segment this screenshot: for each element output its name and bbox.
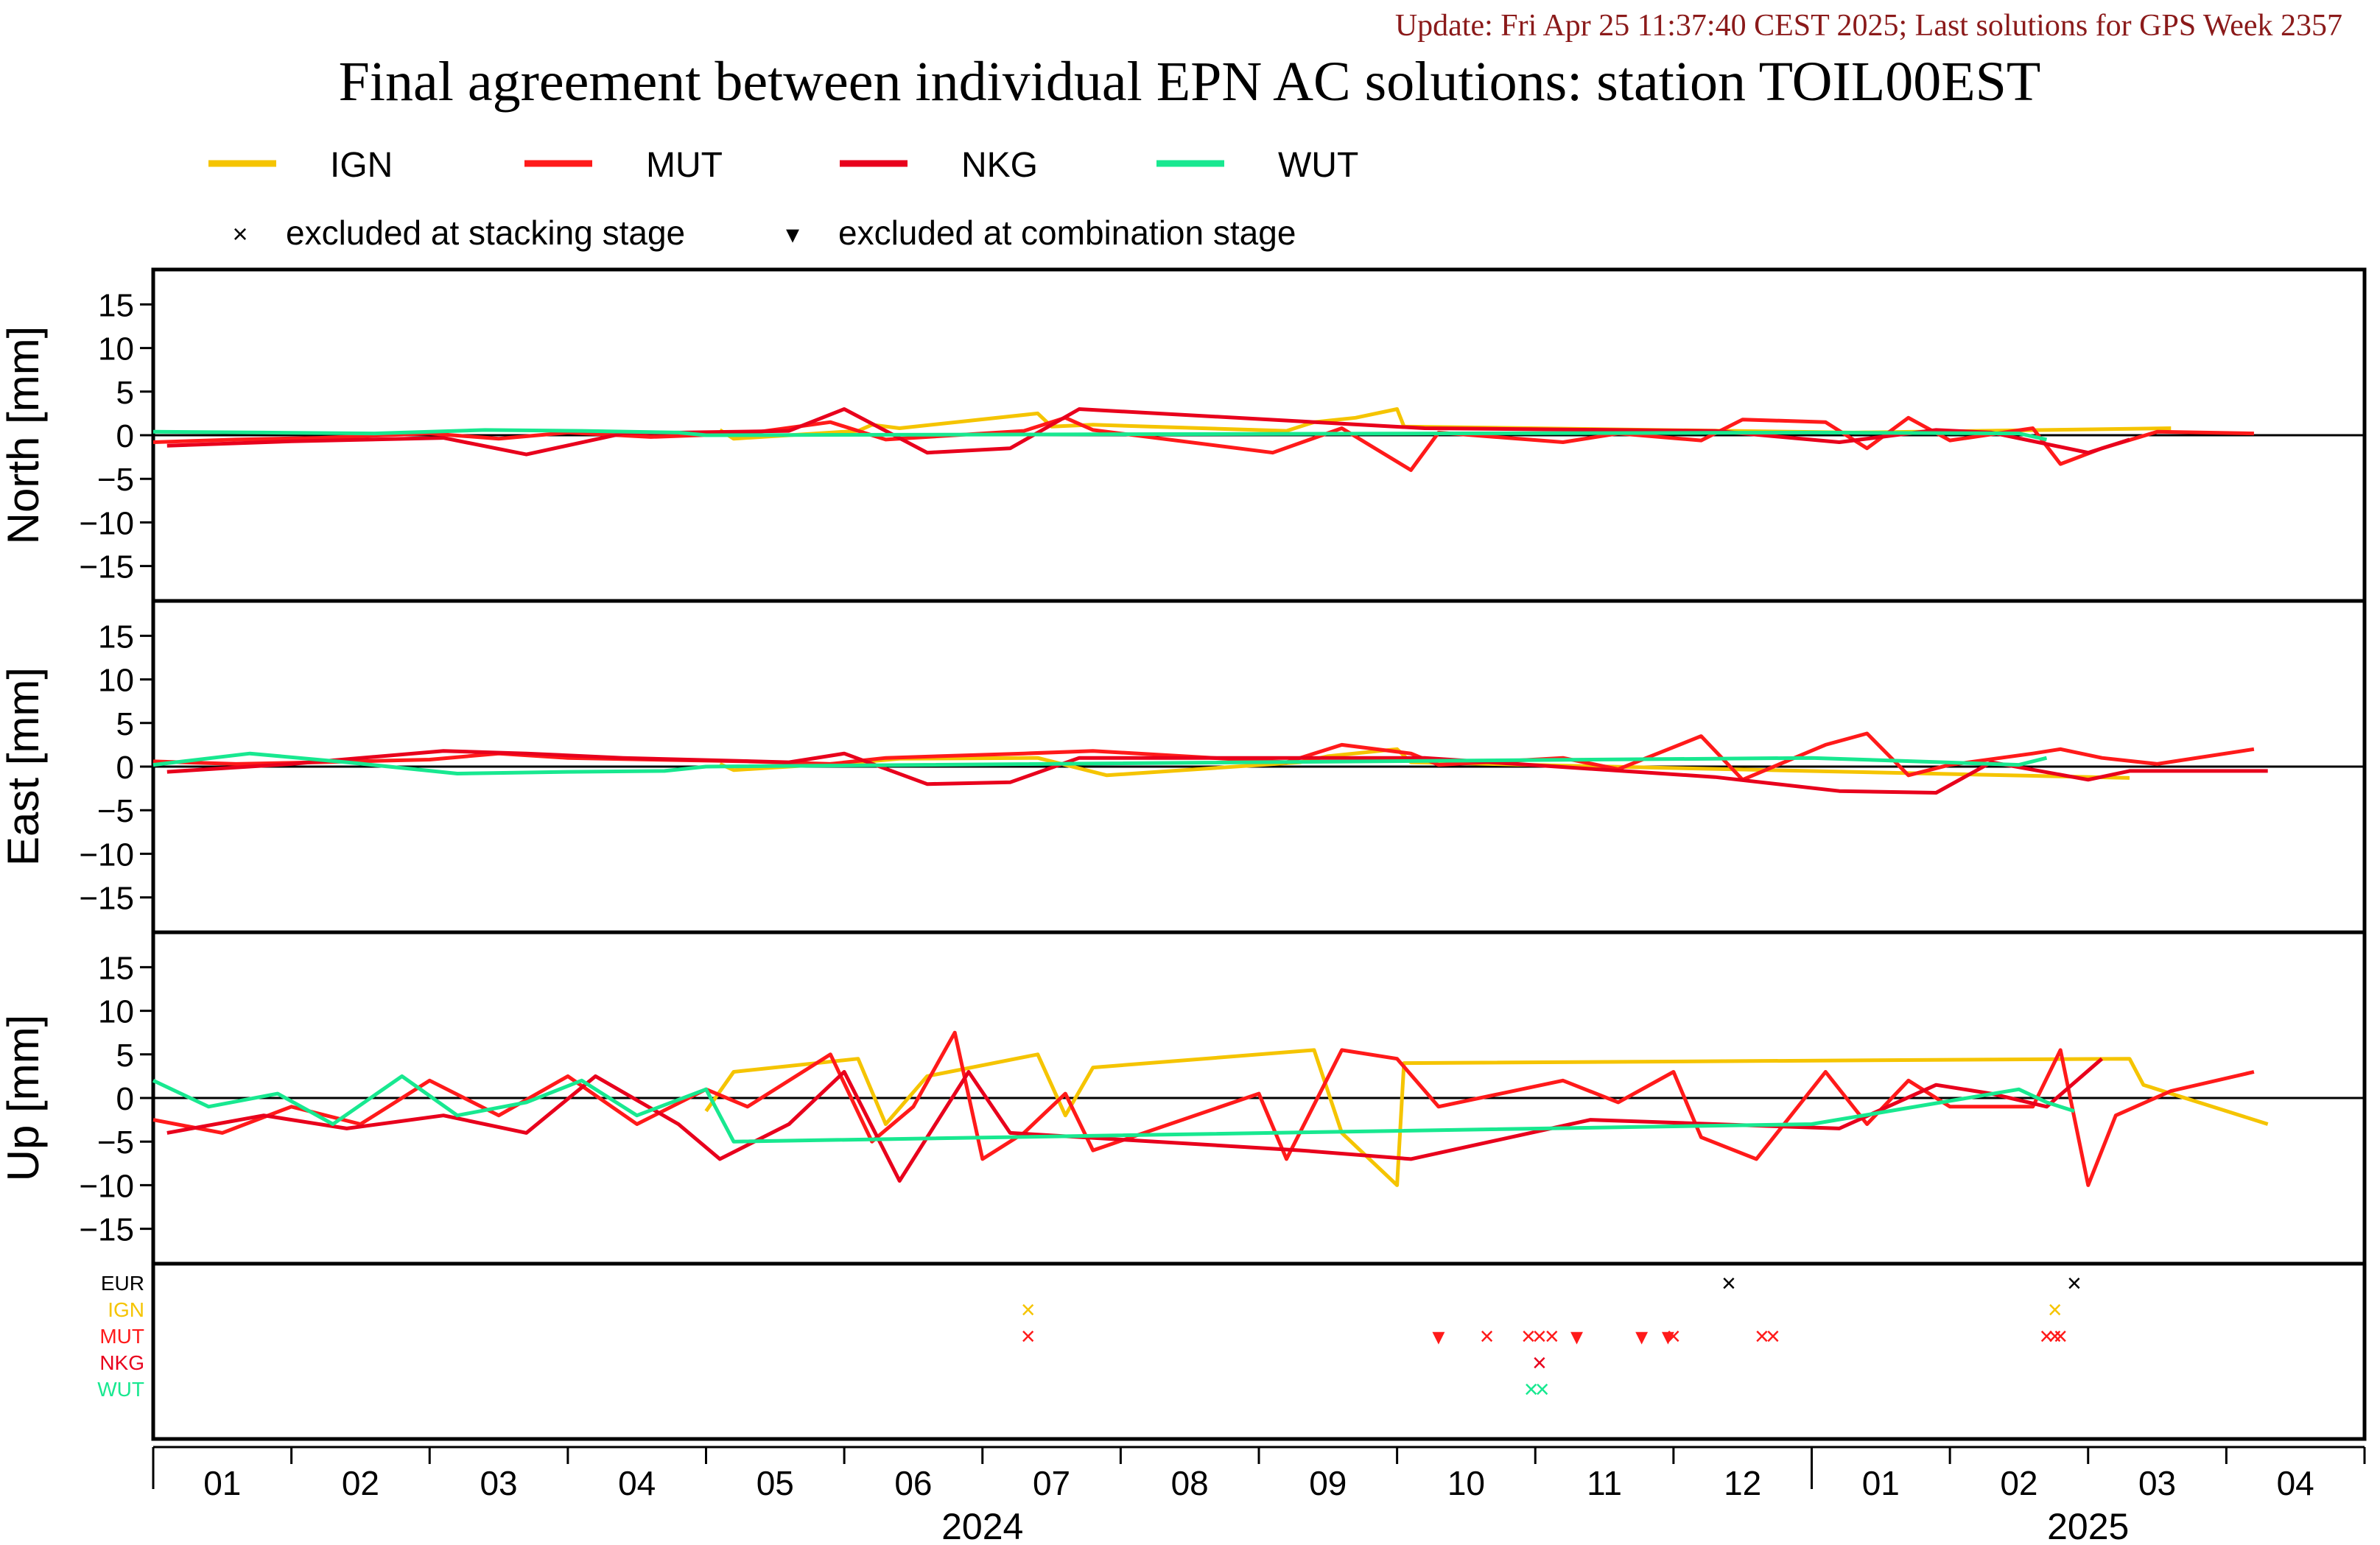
panel-2: 15 10 5 0 −5 −10 −15 East [mm] [0, 599, 2367, 935]
exclusion-mark: × [1480, 1323, 1495, 1351]
month-label: 11 [1587, 1464, 1622, 1502]
exclusion-row-label-mut: MUT [99, 1325, 144, 1348]
month-label: 01 [203, 1464, 241, 1502]
month-label: 07 [1033, 1464, 1070, 1502]
month-label: 04 [618, 1464, 656, 1502]
y-tick-label: −10 [79, 837, 134, 873]
exclusion-mark: × [2048, 1323, 2063, 1351]
legend-label-ign: IGN [330, 146, 393, 185]
y-tick-label: 15 [98, 287, 134, 323]
exclusion-mark: × [1545, 1323, 1559, 1351]
y-tick-label: 0 [116, 750, 134, 786]
plot-panels: 15 10 5 0 −5 −10 −15 North [mm] 15 10 5 0 −5 −10 −15 Ea… [0, 267, 2367, 1441]
legend-marker-label-0: excluded at stacking stage [286, 214, 685, 252]
month-label: 06 [894, 1464, 932, 1502]
month-label: 01 [1862, 1464, 1900, 1502]
month-label: 03 [2138, 1464, 2176, 1502]
y-axis-label: East [mm] [0, 667, 48, 866]
exclusion-row-label-eur: EUR [101, 1272, 144, 1295]
series-nkg [166, 1057, 2104, 1183]
exclusion-mark: × [1755, 1323, 1769, 1351]
y-tick-label: −5 [97, 1125, 134, 1161]
month-label: 05 [757, 1464, 794, 1502]
series-mut [152, 731, 2255, 782]
y-tick-label: 15 [98, 950, 134, 986]
legend-label-mut: MUT [646, 146, 723, 185]
y-tick-label: 15 [98, 619, 134, 655]
y-tick-label: −15 [79, 1212, 134, 1248]
exclusion-row-label-wut: WUT [97, 1378, 144, 1401]
exclusion-row-label-nkg: NKG [99, 1351, 144, 1374]
month-label: 08 [1171, 1464, 1209, 1502]
exclusion-mark: × [2067, 1270, 2082, 1298]
exclusion-mark: × [1666, 1323, 1681, 1351]
legend-label-nkg: NKG [961, 146, 1038, 185]
y-tick-label: −15 [79, 881, 134, 917]
exclusion-mark: ▾ [1662, 1323, 1674, 1351]
series-mut [152, 415, 2254, 472]
series-wut [152, 428, 2048, 442]
series-ign [704, 1048, 2269, 1187]
y-tick-label: 5 [116, 706, 134, 742]
panel-3: 15 10 5 0 −5 −10 −15 Up [mm] [0, 930, 2367, 1266]
legend: IGN MUT NKG WUT × excluded at stacking stage ▾… [208, 146, 1358, 252]
series-wut [152, 1074, 2075, 1144]
month-label: 02 [2000, 1464, 2037, 1502]
exclusion-row-label-ign: IGN [108, 1298, 144, 1321]
y-tick-label: 0 [116, 418, 134, 454]
exclusion-mark: ▾ [1570, 1323, 1583, 1351]
panel-1: 15 10 5 0 −5 −10 −15 North [mm] [0, 267, 2367, 603]
y-axis-label: Up [mm] [0, 1015, 48, 1182]
exclusion-mark: × [2040, 1323, 2054, 1351]
exclusion-mark: × [1021, 1323, 1036, 1351]
month-label: 02 [342, 1464, 379, 1502]
y-tick-label: 10 [98, 994, 134, 1030]
exclusion-mark: × [1532, 1349, 1547, 1377]
exclusion-mark: × [2053, 1323, 2068, 1351]
chart-title: Final agreement between individual EPN A… [339, 51, 2041, 113]
y-tick-label: 10 [98, 331, 134, 367]
update-line: Update: Fri Apr 25 11:37:40 CEST 2025; L… [1395, 9, 2342, 43]
y-tick-label: 10 [98, 663, 134, 699]
series-nkg [166, 407, 2130, 457]
y-tick-label: −10 [79, 1168, 134, 1204]
legend-marker-label-1: excluded at combination stage [838, 214, 1296, 252]
month-label: 04 [2277, 1464, 2314, 1502]
exclusion-frame [151, 1261, 2367, 1441]
y-tick-label: 5 [116, 375, 134, 411]
series-ign [718, 407, 2172, 441]
y-tick-label: 0 [116, 1081, 134, 1117]
exclusion-mark: × [1521, 1323, 1536, 1351]
month-label: 10 [1447, 1464, 1485, 1502]
series-wut [152, 751, 2048, 775]
y-tick-label: −5 [97, 793, 134, 829]
exclusion-mark: × [1766, 1323, 1780, 1351]
exclusion-mark: × [1532, 1323, 1547, 1351]
series-mut [152, 1030, 2255, 1187]
exclusion-mark: × [2048, 1296, 2063, 1324]
month-label: 09 [1309, 1464, 1347, 1502]
month-label: 03 [480, 1464, 517, 1502]
y-tick-label: −10 [79, 505, 134, 541]
y-tick-label: 5 [116, 1038, 134, 1074]
exclusion-mark: × [1535, 1376, 1550, 1404]
legend-marker-symbol-1: ▾ [786, 219, 799, 249]
x-axis: 01 02 03 04 05 06 07 08 09 10 11 12 01 02 03 04 2024 2025 [152, 1446, 2366, 1545]
exclusion-mark: × [1524, 1376, 1539, 1404]
legend-label-wut: WUT [1278, 146, 1358, 185]
legend-marker-symbol-0: × [232, 219, 248, 249]
exclusion-mark: ▾ [1635, 1323, 1648, 1351]
y-axis-label: North [mm] [0, 326, 48, 545]
exclusion-mark: × [1021, 1296, 1036, 1324]
y-tick-label: −5 [97, 462, 134, 498]
year-label: 2024 [941, 1506, 1023, 1545]
y-tick-label: −15 [79, 549, 134, 585]
year-label: 2025 [2047, 1506, 2129, 1545]
month-label: 12 [1724, 1464, 1761, 1502]
exclusion-mark: ▾ [1432, 1323, 1445, 1351]
exclusion-mark: × [1721, 1270, 1736, 1298]
